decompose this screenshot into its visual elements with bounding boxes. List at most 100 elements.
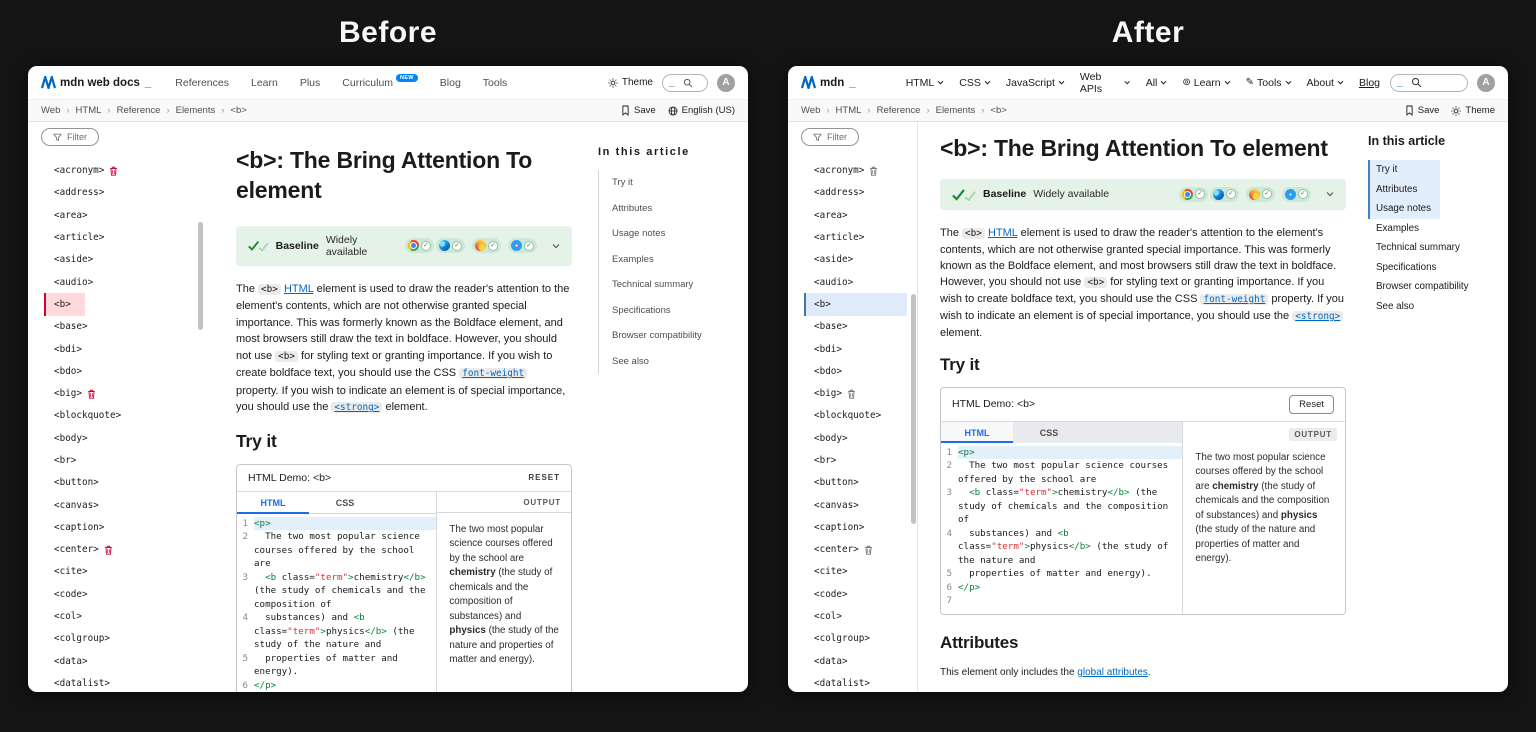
inline-link[interactable]: global attributes: [1077, 666, 1148, 678]
code-area[interactable]: 1 <p> 2 The two most popular science cour…: [237, 514, 437, 692]
sidebar-item[interactable]: <area>: [54, 209, 88, 221]
sidebar-item[interactable]: <cite>: [54, 566, 88, 578]
sidebar-item[interactable]: <base>: [54, 321, 88, 333]
sidebar-item[interactable]: <aside>: [814, 254, 854, 266]
sidebar-item[interactable]: <address>: [54, 187, 105, 199]
sidebar-item[interactable]: <body>: [54, 432, 88, 444]
demo-tab[interactable]: HTML: [941, 421, 1013, 443]
toc-link[interactable]: See also: [1376, 300, 1415, 312]
inline-link[interactable]: font-weight: [1200, 293, 1269, 305]
inline-link[interactable]: <strong>: [331, 402, 383, 414]
sidebar-item[interactable]: <bdi>: [54, 343, 82, 355]
reset-button[interactable]: RESET: [528, 473, 560, 483]
sidebar-item[interactable]: <code>: [814, 588, 848, 600]
sidebar-item[interactable]: <data>: [54, 655, 88, 667]
breadcrumb-item[interactable]: Elements: [936, 105, 991, 116]
sidebar-item[interactable]: <caption>: [814, 521, 865, 533]
toc-link[interactable]: See also: [612, 355, 649, 367]
sidebar-item[interactable]: <center>: [28, 539, 204, 561]
toc-link[interactable]: Specifications: [1376, 261, 1437, 273]
sidebar-item[interactable]: <canvas>: [814, 499, 859, 511]
toc-link[interactable]: Examples: [612, 253, 654, 265]
inline-link[interactable]: <strong>: [1292, 310, 1344, 322]
breadcrumb-item[interactable]: HTML: [836, 105, 877, 116]
breadcrumb-item[interactable]: Reference: [117, 105, 176, 116]
sidebar-item[interactable]: <br>: [54, 455, 77, 466]
breadcrumb-item[interactable]: Elements: [176, 105, 231, 116]
inline-link[interactable]: font-weight: [459, 368, 528, 380]
sidebar-item[interactable]: <area>: [814, 209, 848, 221]
mdn-logo[interactable]: mdn web docs _: [41, 76, 151, 89]
chevron-down-icon[interactable]: [1326, 191, 1334, 197]
code-area[interactable]: 1 <p> 2 The two most popular science cour…: [941, 443, 1183, 614]
chevron-down-icon[interactable]: [552, 243, 560, 249]
nav-link[interactable]: Learn: [250, 76, 278, 89]
sidebar-item[interactable]: <aside>: [54, 254, 94, 266]
theme-toggle[interactable]: Theme: [1451, 105, 1495, 116]
avatar[interactable]: A: [1477, 73, 1495, 92]
nav-link[interactable]: Curriculum NEW: [342, 73, 418, 89]
sidebar-item[interactable]: <audio>: [54, 276, 94, 288]
toc-link[interactable]: Technical summary: [612, 279, 694, 290]
toc-link[interactable]: Try it: [612, 177, 633, 188]
toc-link[interactable]: Browser compatibility: [1376, 281, 1469, 292]
filter-input[interactable]: Filter: [801, 128, 859, 146]
nav-link[interactable]: Blog: [439, 76, 461, 89]
inline-link[interactable]: HTML: [283, 282, 314, 295]
sidebar-item[interactable]: <cite>: [814, 566, 848, 578]
sidebar-item[interactable]: <bdo>: [54, 365, 82, 377]
filter-input[interactable]: Filter: [41, 128, 99, 146]
nav-link[interactable]: Tools: [1246, 77, 1292, 89]
nav-link[interactable]: CSS: [959, 77, 991, 89]
sidebar-item[interactable]: <address>: [814, 187, 865, 199]
breadcrumb-item[interactable]: <b>: [230, 105, 247, 116]
toc-link[interactable]: Attributes: [612, 202, 653, 214]
theme-toggle[interactable]: Theme: [608, 77, 653, 88]
toc-link[interactable]: Browser compatibility: [612, 330, 702, 341]
nav-link[interactable]: References: [175, 76, 229, 89]
mdn-logo[interactable]: mdn _: [801, 76, 856, 89]
sidebar-scrollbar[interactable]: [198, 222, 203, 330]
sidebar-item[interactable]: <big>: [788, 382, 917, 404]
baseline-banner[interactable]: Baseline Widely available: [940, 178, 1346, 210]
nav-link[interactable]: Tools: [482, 76, 508, 89]
save-button[interactable]: Save: [621, 105, 656, 116]
sidebar-item[interactable]: <body>: [814, 432, 848, 444]
toc-link[interactable]: Usage notes: [612, 228, 666, 239]
sidebar-item[interactable]: <colgroup>: [814, 633, 870, 645]
sidebar-item[interactable]: <datalist>: [814, 677, 870, 689]
nav-link[interactable]: Plus: [299, 76, 321, 89]
breadcrumb-item[interactable]: Web: [41, 105, 76, 116]
sidebar-item[interactable]: <blockquote>: [814, 410, 882, 422]
demo-tab[interactable]: CSS: [1039, 427, 1059, 438]
avatar[interactable]: A: [717, 73, 735, 92]
breadcrumb-item[interactable]: Web: [801, 105, 836, 116]
nav-link[interactable]: All: [1146, 77, 1168, 89]
sidebar-item[interactable]: <bdi>: [814, 343, 842, 355]
sidebar-item[interactable]: <acronym>: [28, 160, 204, 182]
sidebar-item[interactable]: <code>: [54, 588, 88, 600]
sidebar-item[interactable]: <data>: [814, 655, 848, 667]
sidebar-item[interactable]: <bdo>: [814, 365, 842, 377]
sidebar-item[interactable]: <caption>: [54, 521, 105, 533]
sidebar-item[interactable]: <b>: [804, 293, 907, 316]
nav-link[interactable]: HTML: [906, 77, 945, 89]
nav-link[interactable]: About: [1307, 77, 1344, 89]
toc-link[interactable]: Usage notes: [1368, 199, 1440, 219]
sidebar-item[interactable]: <big>: [28, 382, 204, 404]
nav-link[interactable]: Blog: [1358, 76, 1380, 89]
sidebar-scrollbar[interactable]: [911, 294, 916, 524]
sidebar-item[interactable]: <button>: [814, 477, 859, 489]
demo-tab[interactable]: HTML: [237, 492, 309, 514]
nav-link[interactable]: Learn: [1182, 77, 1230, 89]
inline-link[interactable]: HTML: [987, 226, 1018, 239]
sidebar-item[interactable]: <acronym>: [788, 160, 917, 182]
sidebar-item[interactable]: <blockquote>: [54, 410, 122, 422]
toc-link[interactable]: Attributes: [1368, 179, 1440, 199]
save-button[interactable]: Save: [1405, 105, 1439, 116]
sidebar-item[interactable]: <audio>: [814, 276, 854, 288]
nav-link[interactable]: Web APIs: [1080, 71, 1131, 95]
breadcrumb-item[interactable]: HTML: [76, 105, 117, 116]
sidebar-item[interactable]: <colgroup>: [54, 633, 110, 645]
sidebar-item[interactable]: <article>: [814, 232, 865, 244]
